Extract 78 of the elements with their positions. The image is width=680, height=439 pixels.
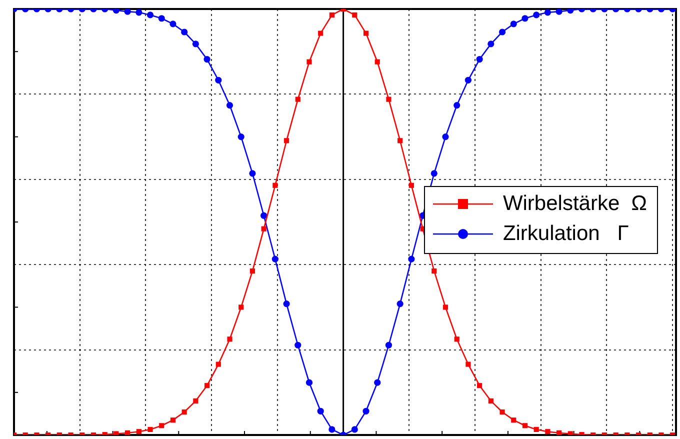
legend-label: Wirbelstärke Ω	[502, 191, 647, 217]
point	[374, 59, 380, 64]
point	[216, 362, 221, 367]
point	[306, 379, 313, 386]
point	[249, 170, 256, 177]
point	[511, 418, 516, 423]
point	[544, 9, 551, 16]
point	[136, 429, 142, 434]
point	[306, 59, 312, 64]
point	[226, 102, 234, 109]
point	[215, 76, 222, 84]
point	[272, 256, 278, 262]
point	[545, 429, 550, 434]
point	[294, 342, 302, 348]
point	[329, 12, 334, 18]
point	[464, 76, 472, 84]
point	[363, 30, 369, 36]
point	[432, 268, 437, 274]
point	[454, 336, 460, 342]
point	[396, 300, 404, 308]
point	[476, 56, 483, 63]
point	[192, 40, 199, 48]
point	[295, 96, 300, 102]
point	[159, 423, 164, 428]
point	[533, 12, 540, 18]
point	[260, 212, 268, 219]
point	[385, 342, 392, 348]
point	[430, 170, 438, 177]
point	[488, 40, 494, 48]
point	[522, 423, 528, 428]
point	[114, 431, 119, 435]
point	[374, 379, 381, 386]
point	[556, 430, 562, 435]
point	[170, 20, 176, 28]
point	[477, 383, 482, 388]
point	[284, 138, 290, 144]
point	[272, 182, 278, 188]
point	[362, 408, 370, 414]
point	[534, 426, 539, 432]
point	[352, 12, 358, 18]
point	[442, 134, 449, 140]
point	[283, 300, 290, 308]
point	[318, 30, 324, 36]
point	[510, 20, 517, 28]
point	[466, 362, 471, 367]
point	[193, 398, 198, 404]
point	[556, 9, 562, 15]
point	[182, 409, 187, 415]
point	[227, 336, 232, 342]
point	[498, 28, 506, 36]
point	[454, 102, 460, 109]
point	[158, 15, 165, 22]
point	[125, 430, 130, 435]
point	[442, 304, 448, 310]
point	[146, 12, 154, 18]
point	[181, 28, 188, 36]
point	[522, 15, 528, 22]
point	[204, 383, 210, 388]
point	[136, 9, 142, 16]
point	[148, 426, 153, 432]
point	[386, 96, 392, 102]
point	[317, 408, 324, 414]
point	[398, 138, 403, 144]
point	[500, 409, 505, 415]
point	[238, 134, 244, 140]
point	[488, 398, 494, 404]
point	[328, 426, 336, 433]
point	[124, 9, 131, 15]
point	[250, 268, 255, 274]
point	[238, 304, 244, 310]
point	[261, 226, 266, 232]
point	[204, 56, 210, 63]
point	[408, 182, 414, 188]
point	[408, 256, 415, 262]
point	[170, 418, 176, 423]
point	[568, 431, 573, 435]
point	[351, 426, 358, 433]
legend-label: Zirkulation Γ	[502, 221, 629, 247]
